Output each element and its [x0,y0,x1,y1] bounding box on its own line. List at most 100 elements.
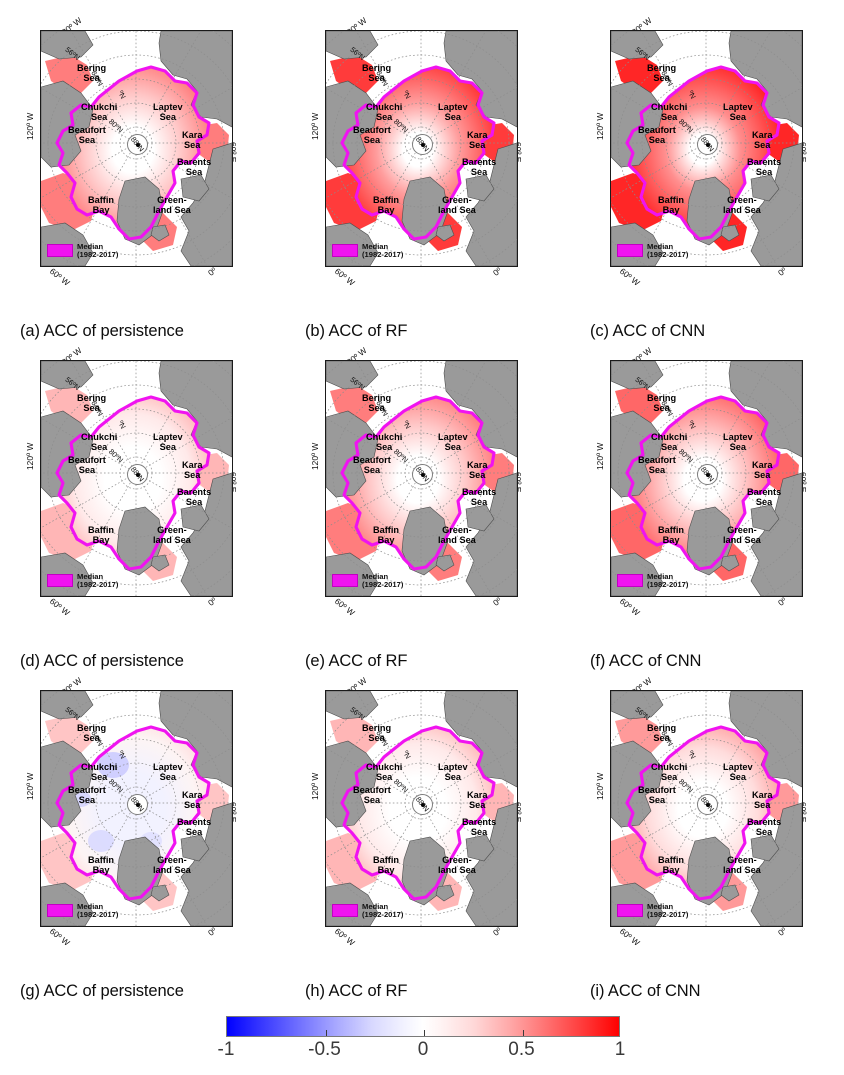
median-ice-edge-contour [41,691,232,926]
map-frame-c: 56ºN 64ºN ºN 80ºN 88ºN Bering Sea Chukchi Sea B… [610,30,803,267]
graticule-label-120-w: 120º W [595,442,605,470]
sea-label-barents-sea: Barents Sea [462,817,497,837]
median-ice-edge-contour [41,361,232,596]
graticule-label-120-w: 120º W [595,112,605,140]
north-pole-marker-icon [412,464,433,485]
north-pole-marker-icon [412,794,433,815]
sea-label-baffin-bay: Baffin Bay [88,855,115,875]
sea-label-laptev-sea: Laptev Sea [153,762,183,782]
sea-label-bering-sea: Bering Sea [647,63,677,83]
sea-label-bering-sea: Bering Sea [647,393,677,413]
sea-label-kara-sea: Kara Sea [467,790,488,810]
graticule-label-0-deg: 0º [491,595,504,608]
sea-label-bering-sea: Bering Sea [77,393,107,413]
median-color-swatch [47,573,73,587]
sea-label-chukchi-sea: Chukchi Sea [81,102,118,122]
median-color-swatch [47,243,73,257]
pole-star-icon [705,802,710,807]
colorbar-gradient [226,1016,620,1037]
median-legend: Median (1982-2017) [332,242,403,260]
pole-star-icon [705,472,710,477]
sea-label-chukchi-sea: Chukchi Sea [651,762,688,782]
median-ice-edge-contour [611,691,802,926]
sea-label-baffin-bay: Baffin Bay [658,525,685,545]
sea-label-kara-sea: Kara Sea [182,130,203,150]
north-pole-marker-icon [127,464,148,485]
median-legend-label: Median (1982-2017) [362,571,404,590]
sea-label-chukchi-sea: Chukchi Sea [651,102,688,122]
sea-label-bering-sea: Bering Sea [362,63,392,83]
panel-caption-g: (g) ACC of persistence [20,982,184,1000]
panel-caption-a: (a) ACC of persistence [20,322,184,340]
sea-label-chukchi-sea: Chukchi Sea [651,432,688,452]
graticule-label-60-w: 60º W [332,266,357,288]
sea-label-bering-sea: Bering Sea [362,723,392,743]
sea-label-kara-sea: Kara Sea [182,790,203,810]
sea-label-kara-sea: Kara Sea [752,790,773,810]
median-color-swatch [617,903,643,917]
map-frame-a: 56ºN 64ºN ºN 80ºN 88ºN Bering Sea Chukchi Sea B… [40,30,233,267]
median-legend: Median (1982-2017) [332,571,404,590]
graticule-label-0-deg: 0º [206,595,219,608]
sea-label-baffin-bay: Baffin Bay [88,525,115,545]
median-color-swatch [617,243,643,257]
sea-label-greenland-sea: Green- land Sea [153,855,191,875]
median-color-swatch [332,903,358,917]
map-frame-e: 56ºN 64ºN ºN 80ºN 88ºN Bering Sea Chukchi Sea B… [325,360,518,597]
north-pole-marker-icon [127,134,148,155]
median-legend-label: Median (1982-2017) [362,901,404,920]
sea-label-beaufort-sea: Beaufort Sea [353,455,391,475]
graticule-label-0-deg: 0º [206,265,219,278]
pole-star-icon [705,142,710,147]
median-legend: Median (1982-2017) [47,902,118,920]
graticule [611,691,802,926]
pole-star-icon [420,142,425,147]
colorbar-tick-0 [424,1030,426,1036]
sea-label-greenland-sea: Green- land Sea [723,195,761,215]
map-frame-i: 56ºN 64ºN ºN 80ºN 88ºN Bering Sea Chukchi Sea B… [610,690,803,927]
median-color-swatch [47,903,73,917]
graticule [326,31,517,266]
sea-label-beaufort-sea: Beaufort Sea [638,125,676,145]
pole-star-icon [420,472,425,477]
sea-label-barents-sea: Barents Sea [462,487,497,507]
median-ice-edge-contour [611,361,802,596]
sea-label-kara-sea: Kara Sea [467,130,488,150]
pole-star-icon [135,142,140,147]
colorbar-label-0: 0 [417,1039,429,1060]
median-legend-label: Median (1982-2017) [647,901,689,920]
sea-label-barents-sea: Barents Sea [747,817,782,837]
sea-label-barents-sea: Barents Sea [462,157,497,177]
sea-label-laptev-sea: Laptev Sea [723,102,753,122]
panel-caption-d: (d) ACC of persistence [20,652,184,670]
panel-caption-b: (b) ACC of RF [305,322,408,340]
sea-label-chukchi-sea: Chukchi Sea [366,102,403,122]
graticule [41,691,232,926]
sea-label-laptev-sea: Laptev Sea [438,432,468,452]
graticule-label-60-w: 60º W [617,596,642,618]
sea-label-chukchi-sea: Chukchi Sea [366,432,403,452]
graticule-label-60-w: 60º W [617,266,642,288]
colorbar: -1 -0.5 0 0.5 1 [218,1016,625,1069]
sea-label-beaufort-sea: Beaufort Sea [638,785,676,805]
sea-label-laptev-sea: Laptev Sea [153,102,183,122]
north-pole-marker-icon [697,134,718,155]
sea-label-bering-sea: Bering Sea [362,393,392,413]
median-legend-label: Median (1982-2017) [647,571,689,590]
sea-label-baffin-bay: Baffin Bay [658,195,685,215]
sea-label-bering-sea: Bering Sea [647,723,677,743]
colorbar-label-0.5: 0.5 [508,1039,535,1060]
graticule-label-120-w: 120º W [25,112,35,140]
sea-label-greenland-sea: Green- land Sea [438,195,476,215]
sea-label-beaufort-sea: Beaufort Sea [638,455,676,475]
sea-label-barents-sea: Barents Sea [747,157,782,177]
sea-label-greenland-sea: Green- land Sea [438,525,476,545]
median-ice-edge-contour [326,361,517,596]
sea-label-chukchi-sea: Chukchi Sea [81,762,118,782]
graticule-label-120-w: 120º W [310,442,320,470]
sea-label-beaufort-sea: Beaufort Sea [353,125,391,145]
median-color-swatch [332,573,358,587]
